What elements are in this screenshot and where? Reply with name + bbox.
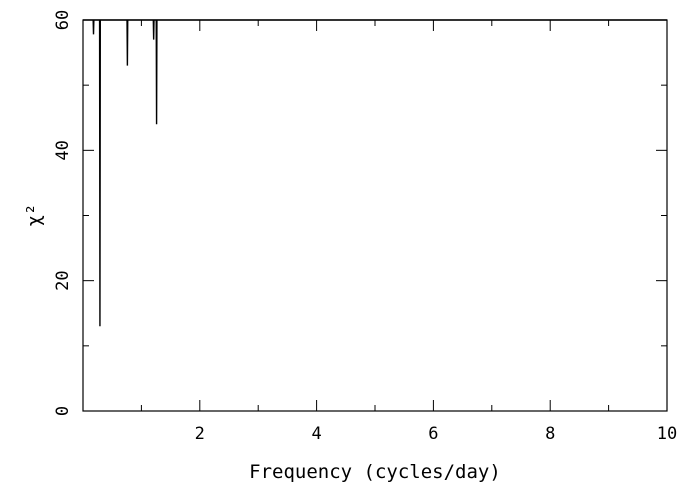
y-axis-label: χ² (23, 204, 45, 227)
chi-square-series (83, 19, 667, 327)
y-tick-label: 60 (53, 10, 73, 30)
x-tick-label: 8 (545, 424, 555, 444)
x-tick-label: 10 (657, 424, 677, 444)
axis-ticks (83, 20, 667, 411)
plot-frame (82, 19, 668, 412)
y-tick-label: 20 (53, 270, 73, 290)
x-tick-label: 6 (428, 424, 438, 444)
y-tick-labels: 0 20 40 60 (53, 10, 73, 416)
y-tick-label: 0 (53, 406, 73, 416)
x-tick-label: 4 (311, 424, 321, 444)
x-tick-label: 2 (195, 424, 205, 444)
chi-square-line (83, 19, 667, 327)
x-axis-label: Frequency (cycles/day) (249, 461, 501, 483)
y-tick-label: 40 (53, 140, 73, 160)
x-tick-labels: 2 4 6 8 10 (195, 424, 678, 444)
